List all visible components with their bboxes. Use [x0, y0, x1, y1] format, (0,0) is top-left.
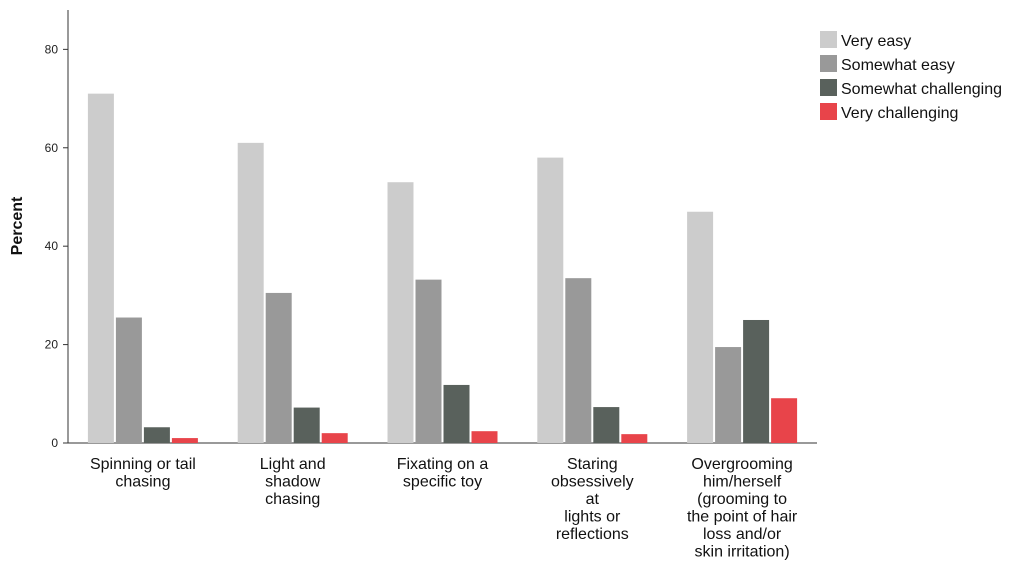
- bar: [537, 157, 564, 443]
- legend-label: Somewhat challenging: [841, 81, 1002, 98]
- y-tick-label: 0: [51, 436, 58, 450]
- bar: [593, 407, 620, 443]
- legend-label: Very challenging: [841, 105, 958, 122]
- bar: [115, 317, 142, 443]
- x-category-label: Overgrooming him/herself (grooming to the p…: [687, 456, 798, 561]
- bar: [265, 292, 292, 443]
- y-tick-label: 40: [45, 239, 59, 253]
- bar: [321, 433, 348, 443]
- x-category-label: Staring obsessively at lights or reflections: [551, 456, 634, 543]
- category-labels: Spinning or tail chasing Light and shadow ch…: [90, 456, 798, 561]
- y-tick-label: 20: [45, 338, 59, 352]
- x-category-label: Fixating on a specific toy: [397, 456, 489, 491]
- bar: [687, 211, 714, 443]
- legend-label: Very easy: [841, 33, 911, 50]
- bar: [415, 279, 442, 443]
- bar: [237, 142, 264, 443]
- bar: [743, 319, 770, 443]
- x-category-label: Light and shadow chasing: [260, 456, 326, 508]
- bar: [443, 384, 470, 443]
- bar: [387, 182, 414, 443]
- legend-swatch: [820, 31, 837, 48]
- bar: [565, 278, 592, 443]
- bar: [471, 431, 498, 443]
- bar: [171, 438, 198, 443]
- legend: Very easy Somewhat easy Somewhat challengi…: [820, 31, 1002, 122]
- x-category-label: Spinning or tail chasing: [90, 456, 196, 491]
- legend-swatch: [820, 55, 837, 72]
- legend-label: Somewhat easy: [841, 57, 955, 74]
- bar: [143, 427, 170, 443]
- bar: [715, 347, 742, 443]
- y-tick-label: 80: [45, 42, 59, 56]
- bar: [293, 407, 320, 443]
- legend-swatch: [820, 79, 837, 96]
- y-tick-label: 60: [45, 141, 59, 155]
- bars: [87, 93, 798, 443]
- legend-swatch: [820, 103, 837, 120]
- y-axis-title: Percent: [9, 196, 26, 255]
- bar: [771, 398, 798, 443]
- bar: [87, 93, 114, 443]
- bar: [621, 434, 648, 443]
